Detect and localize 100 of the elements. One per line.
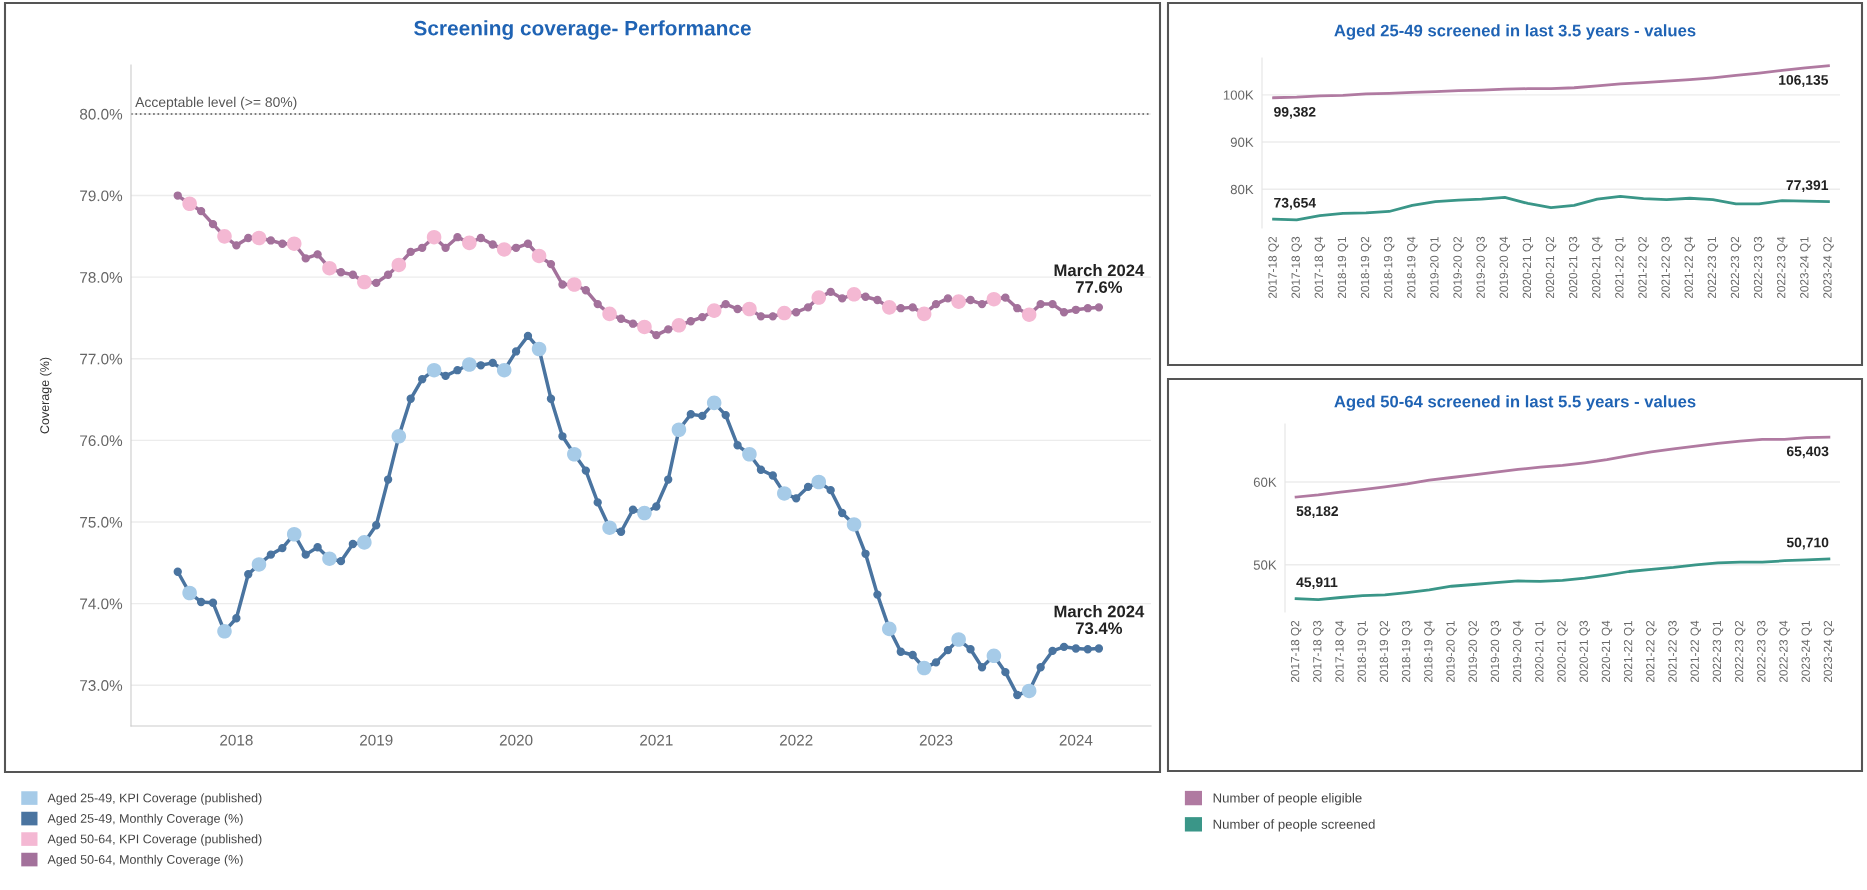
point	[803, 303, 813, 312]
x-tick-label: 2017-18 Q4	[1335, 620, 1346, 683]
point	[313, 250, 322, 259]
annotation: March 2024 73.4%	[1054, 605, 1145, 635]
x-tick-label: 2019-20 Q4	[1512, 620, 1524, 683]
point	[406, 247, 415, 257]
x-tick-label: 2021	[640, 734, 673, 746]
y-tick-label: 76.0%	[80, 435, 123, 447]
point	[698, 411, 707, 421]
y-tick-label: 79.0%	[80, 190, 123, 202]
point	[792, 308, 801, 317]
legend-label: Aged 25-49, KPI Coverage (published)	[47, 793, 262, 805]
point	[826, 485, 835, 495]
point	[628, 505, 638, 514]
y-tick-label: 78.0%	[80, 272, 123, 283]
point	[1001, 667, 1010, 677]
point	[418, 375, 427, 384]
point	[511, 243, 521, 252]
point	[686, 410, 695, 419]
point	[896, 647, 905, 656]
point	[616, 314, 626, 323]
point	[742, 446, 757, 462]
point	[873, 295, 882, 305]
point	[581, 286, 590, 295]
point	[977, 299, 987, 309]
data-label: 99,382	[1274, 106, 1316, 119]
point	[1094, 644, 1104, 653]
data-label: 50,710	[1786, 537, 1829, 550]
x-tick-label: 2017-18 Q4	[1314, 236, 1326, 299]
ref-line-label: Acceptable level (>= 80%)	[135, 96, 297, 110]
point	[278, 543, 287, 553]
point	[196, 206, 206, 216]
line-series	[1272, 64, 1830, 100]
x-tick-label: 2022-23 Q1	[1712, 620, 1724, 683]
x-tick-label: 2020-21 Q2	[1557, 620, 1568, 683]
point	[1021, 307, 1037, 322]
point	[943, 645, 953, 655]
point	[301, 550, 310, 559]
point	[1036, 663, 1045, 672]
point	[896, 304, 905, 313]
point	[721, 299, 730, 309]
x-tick-label: 2020	[499, 734, 533, 746]
y-tick-label: 77.0%	[80, 353, 123, 365]
legend-label: Aged 50-64, Monthly Coverage (%)	[47, 854, 243, 867]
point	[558, 280, 567, 289]
data-label: 106,135	[1779, 75, 1829, 87]
point	[278, 239, 287, 248]
point	[1059, 308, 1069, 317]
point	[286, 526, 302, 542]
point	[496, 242, 512, 257]
point	[943, 294, 953, 303]
point	[733, 304, 742, 314]
point	[652, 502, 661, 511]
chart-title: Screening coverage- Performance	[414, 20, 751, 40]
point	[383, 270, 393, 279]
point	[453, 366, 462, 375]
point	[908, 650, 917, 660]
point	[301, 254, 310, 263]
y-tick-label: 50K	[1253, 560, 1277, 570]
x-tick-label: 2018-19 Q1	[1357, 620, 1368, 683]
x-tick-label: 2022-23 Q2	[1730, 236, 1742, 299]
x-tick-label: 2022	[779, 734, 813, 746]
x-tick-label: 2019-20 Q1	[1446, 620, 1457, 683]
point	[441, 243, 450, 252]
annotation: March 2024 77.6%	[1054, 263, 1145, 293]
x-tick-label: 2019-20 Q3	[1476, 236, 1487, 299]
x-tick-label: 2021-22 Q4	[1690, 620, 1701, 683]
legend-label: Aged 25-49, Monthly Coverage (%)	[47, 813, 243, 826]
point	[628, 319, 638, 328]
x-tick-label: 2022-23 Q4	[1777, 236, 1788, 299]
y-tick-label: 60K	[1253, 477, 1277, 487]
y-axis-title: Coverage (%)	[39, 357, 52, 434]
y-tick-label: 73.0%	[80, 680, 123, 691]
point	[391, 429, 407, 444]
point	[966, 645, 975, 654]
point	[348, 270, 358, 279]
x-tick-label: 2021-22 Q2	[1638, 236, 1649, 299]
point	[706, 395, 722, 411]
point	[1048, 646, 1057, 656]
point	[593, 299, 602, 309]
point	[581, 466, 590, 475]
point	[476, 233, 486, 243]
point	[686, 317, 695, 326]
point	[567, 446, 582, 462]
chart-title: Aged 50-64 screened in last 5.5 years - values	[1334, 395, 1696, 411]
point	[1083, 645, 1092, 654]
point	[523, 331, 533, 341]
x-tick-label: 2020-21 Q4	[1601, 620, 1613, 683]
x-tick-label: 2020-21 Q2	[1545, 236, 1557, 299]
x-tick-label: 2021-22 Q1	[1623, 620, 1635, 683]
line-series	[1294, 557, 1831, 601]
x-tick-label: 2023-24 Q1	[1800, 236, 1811, 299]
point	[756, 465, 766, 474]
y-tick-label: 74.0%	[80, 598, 123, 610]
point	[488, 240, 497, 249]
point	[916, 306, 932, 322]
legend-label: Aged 50-64, KPI Coverage (published)	[47, 834, 262, 846]
point	[173, 191, 182, 200]
x-tick-label: 2020-21 Q4	[1592, 236, 1603, 299]
point	[803, 482, 813, 492]
